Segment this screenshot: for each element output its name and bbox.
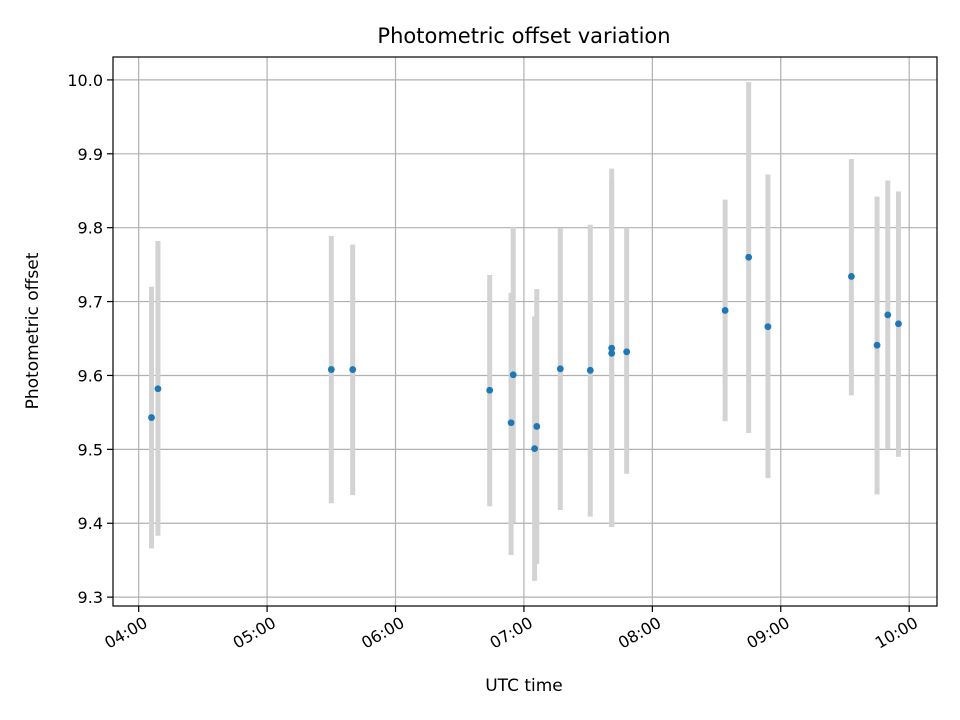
data-point	[533, 423, 541, 430]
data-point	[507, 419, 515, 427]
data-point	[327, 366, 335, 373]
chart-title: Photometric offset variation	[377, 24, 670, 48]
data-point	[486, 386, 494, 394]
y-tick-label: 10.0	[67, 71, 103, 90]
data-point	[745, 253, 753, 261]
data-point	[764, 323, 772, 331]
grid	[113, 57, 937, 606]
data-point	[608, 349, 616, 357]
data-point	[884, 311, 892, 319]
data-point	[608, 344, 616, 352]
data-point	[721, 307, 729, 314]
y-tick-label: 9.5	[78, 440, 103, 459]
data-point	[531, 445, 539, 453]
y-tick-label: 9.9	[78, 145, 103, 164]
y-tick-label: 9.4	[78, 514, 103, 533]
y-axis: 9.3 9.4 9.5 9.6 9.7 9.8 9.9 10.0	[67, 71, 113, 607]
y-axis-title: Photometric offset	[23, 252, 43, 409]
x-axis-title: UTC time	[485, 676, 563, 696]
y-tick-label: 9.3	[78, 588, 103, 607]
data-point	[556, 365, 564, 373]
y-tick-label: 9.6	[78, 366, 103, 385]
data-point	[873, 341, 881, 349]
data-point	[148, 414, 155, 421]
data-point	[586, 366, 594, 374]
data-points	[148, 253, 902, 453]
data-point	[895, 320, 902, 328]
data-point	[509, 371, 517, 379]
y-tick-label: 9.8	[78, 219, 103, 238]
plot-frame	[112, 56, 938, 607]
data-point	[623, 348, 631, 356]
y-tick-label: 9.7	[78, 293, 103, 312]
data-point	[154, 385, 162, 393]
data-point	[847, 273, 855, 280]
data-point	[349, 366, 357, 373]
